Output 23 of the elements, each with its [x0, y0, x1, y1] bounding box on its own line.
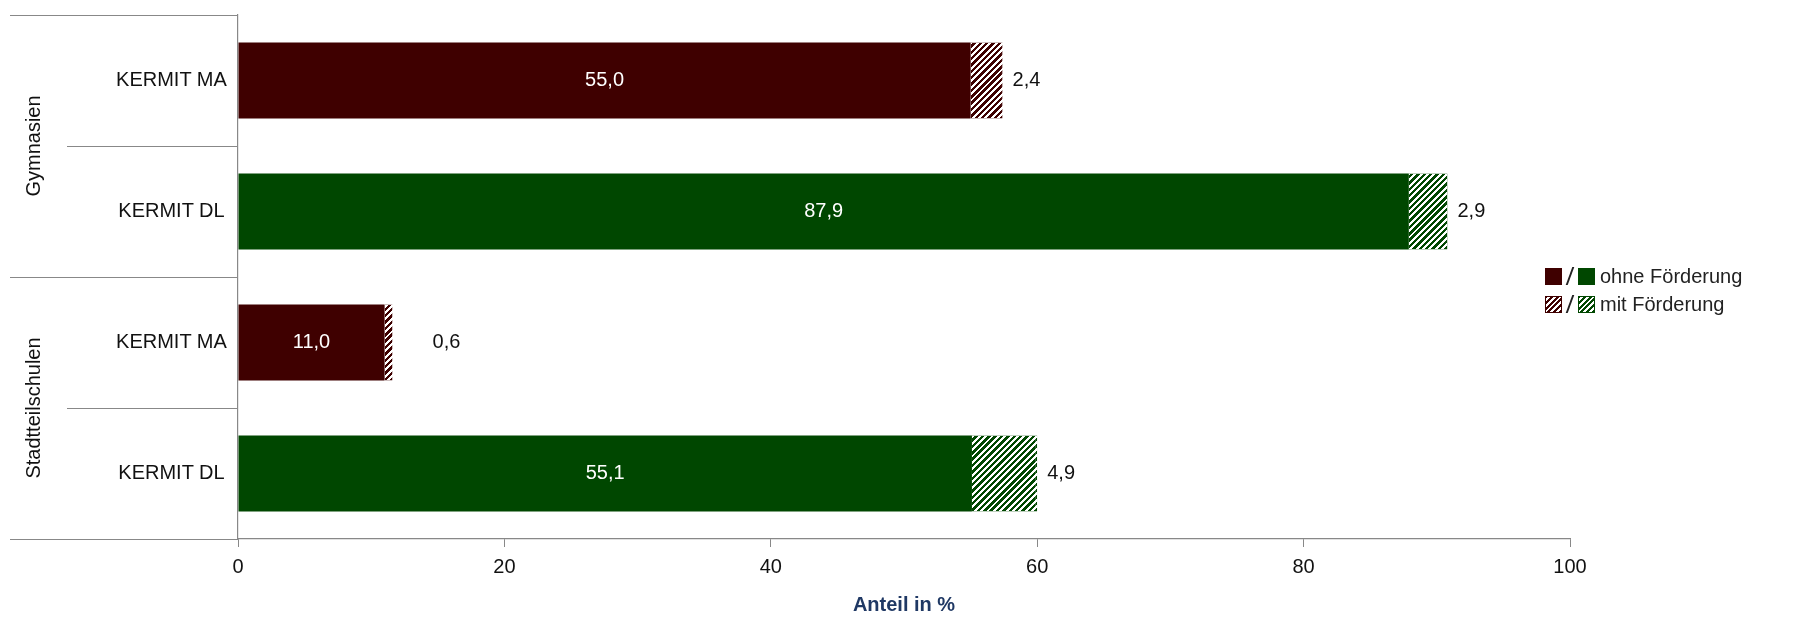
- x-axis-title: Anteil in %: [852, 592, 956, 615]
- text: 4,9: [1047, 461, 1076, 484]
- x-tick-label: 60: [1026, 554, 1049, 577]
- text: 55,0: [585, 68, 625, 91]
- y-tick-label: KERMIT DL: [118, 199, 225, 222]
- text: Gymnasien: [21, 95, 44, 197]
- y-tick-label: KERMIT MA: [116, 330, 228, 353]
- x-tick-label: 100: [1553, 554, 1587, 577]
- text: 0,6: [432, 330, 461, 353]
- text: 55,1: [585, 461, 625, 484]
- text: 11,0: [292, 330, 331, 353]
- legend-label: mit Förderung: [1600, 292, 1725, 316]
- text: 2,9: [1457, 199, 1486, 222]
- legend-label: ohne Förderung: [1600, 264, 1743, 288]
- y-tick-label: KERMIT DL: [118, 461, 225, 484]
- x-tick-label: 80: [1292, 554, 1315, 577]
- text: 2,4: [1012, 68, 1041, 91]
- x-tick-label: 40: [759, 554, 782, 577]
- text: 87,9: [804, 199, 844, 222]
- x-tick-label: 20: [493, 554, 516, 577]
- x-tick-label: 0: [232, 554, 244, 577]
- text: Stadtteilschulen: [21, 337, 44, 479]
- y-tick-label: KERMIT MA: [116, 68, 228, 91]
